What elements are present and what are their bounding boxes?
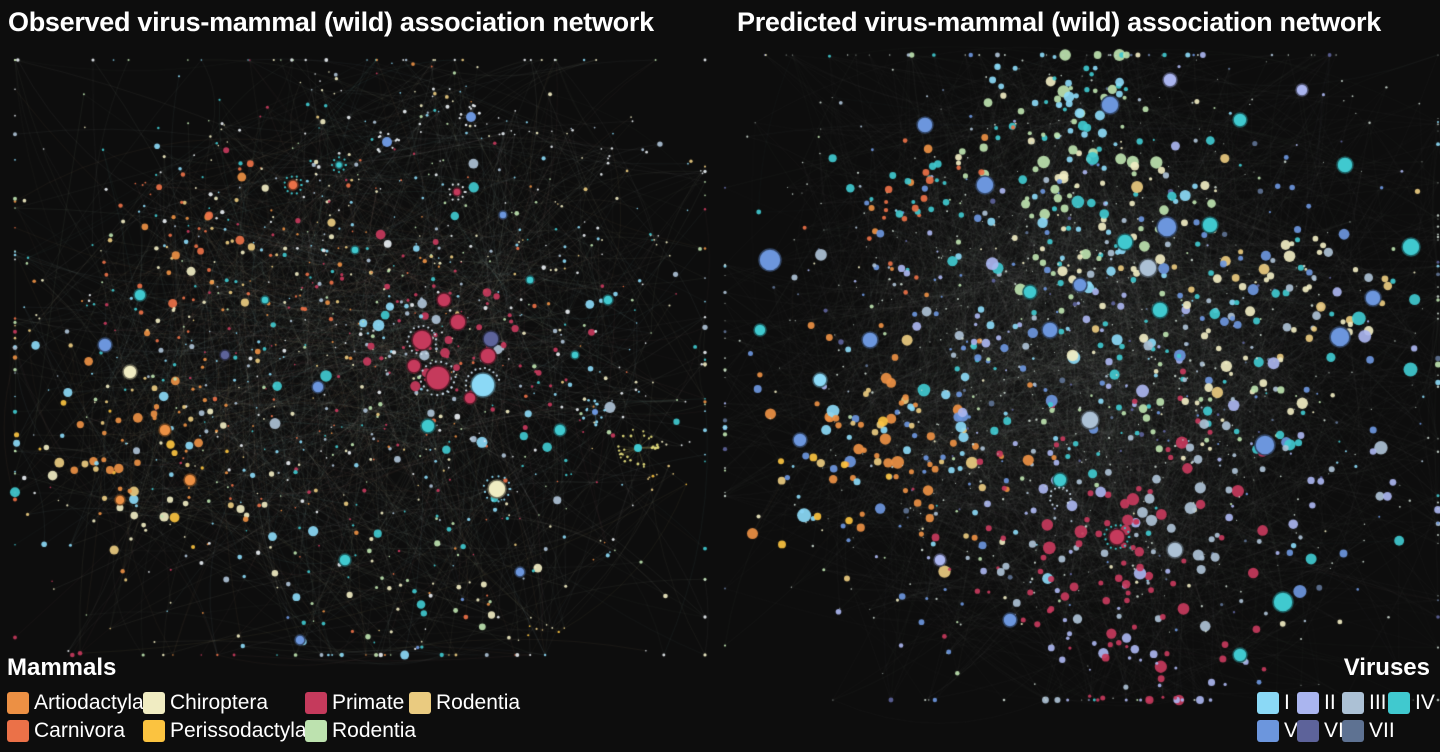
legend-item-chiroptera: Chiroptera	[143, 691, 268, 715]
legend-item-perissodactyla: Perissodactyla	[143, 719, 307, 743]
legend-item-virus-2: II	[1297, 691, 1336, 715]
virus-5-swatch	[1257, 720, 1279, 742]
perissodactyla-label: Perissodactyla	[170, 719, 307, 742]
legend-item-virus-5: V	[1257, 719, 1298, 743]
virus-1-label: I	[1284, 691, 1290, 714]
mammals-legend-title: Mammals	[7, 654, 117, 681]
artiodactyla-swatch	[7, 692, 29, 714]
legend-item-artiodactyla: Artiodactyla	[7, 691, 144, 715]
artiodactyla-label: Artiodactyla	[34, 691, 144, 714]
virus-6-swatch	[1297, 720, 1319, 742]
predicted-panel-title: Predicted virus-mammal (wild) associatio…	[737, 7, 1381, 37]
virus-2-label: II	[1324, 691, 1336, 714]
virus-3-label: III	[1369, 691, 1387, 714]
legend-item-rodentia-tan: Rodentia	[409, 691, 520, 715]
virus-3-swatch	[1342, 692, 1364, 714]
rodentia-green-label: Rodentia	[332, 719, 417, 742]
rodentia-green-swatch	[305, 720, 327, 742]
legend-item-virus-7: VII	[1342, 719, 1395, 743]
rodentia-tan-swatch	[409, 692, 431, 714]
legend-item-primate: Primate	[305, 691, 404, 715]
carnivora-label: Carnivora	[34, 719, 126, 742]
chiroptera-label: Chiroptera	[170, 691, 269, 714]
viruses-legend-title: Viruses	[1343, 654, 1430, 681]
virus-2-swatch	[1297, 692, 1319, 714]
rodentia-tan-label: Rodentia	[436, 691, 521, 714]
primate-swatch	[305, 692, 327, 714]
virus-6-label: VI	[1324, 719, 1344, 742]
virus-7-label: VII	[1369, 719, 1395, 742]
chiroptera-swatch	[143, 692, 165, 714]
legend-item-virus-4: IV	[1388, 691, 1435, 715]
virus-5-label: V	[1284, 719, 1299, 742]
legend-item-virus-1: I	[1257, 691, 1290, 715]
observed-panel-title: Observed virus-mammal (wild) association…	[8, 7, 654, 37]
virus-7-swatch	[1342, 720, 1364, 742]
legend-item-virus-6: VI	[1297, 719, 1344, 743]
virus-1-swatch	[1257, 692, 1279, 714]
virus-4-label: IV	[1415, 691, 1435, 714]
legend-item-carnivora: Carnivora	[7, 719, 125, 743]
virus-4-swatch	[1388, 692, 1410, 714]
primate-label: Primate	[332, 691, 405, 714]
perissodactyla-swatch	[143, 720, 165, 742]
carnivora-swatch	[7, 720, 29, 742]
legend-item-rodentia-green: Rodentia	[305, 719, 416, 743]
legend-item-virus-3: III	[1342, 691, 1387, 715]
